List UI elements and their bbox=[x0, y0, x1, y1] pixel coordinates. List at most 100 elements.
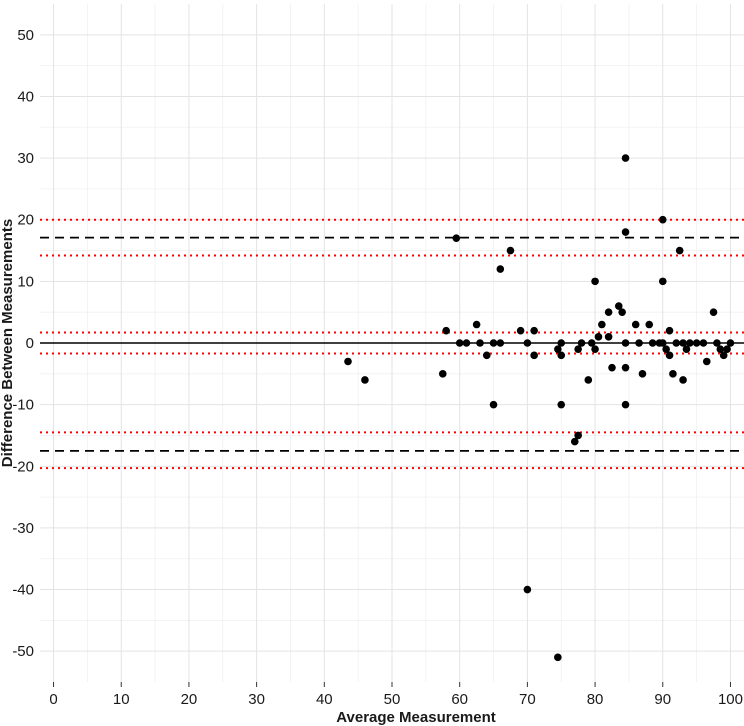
data-point bbox=[554, 653, 562, 662]
data-point bbox=[476, 339, 484, 347]
y-tick-label: -20 bbox=[12, 458, 34, 475]
x-tick-label: 70 bbox=[519, 691, 536, 708]
data-point bbox=[669, 370, 677, 378]
data-point bbox=[574, 345, 582, 353]
y-tick-label: 40 bbox=[17, 88, 34, 105]
data-point bbox=[658, 339, 667, 347]
x-tick-label: 50 bbox=[384, 691, 401, 708]
y-tick-label: 20 bbox=[17, 212, 34, 229]
y-tick-label: 50 bbox=[17, 27, 34, 44]
data-point bbox=[635, 339, 643, 347]
data-point bbox=[523, 585, 532, 594]
data-point bbox=[699, 339, 708, 347]
y-tick-label: -10 bbox=[12, 397, 34, 414]
data-point bbox=[557, 351, 566, 360]
data-point bbox=[604, 308, 613, 316]
data-point bbox=[618, 308, 626, 316]
data-point bbox=[665, 351, 674, 360]
data-point bbox=[614, 302, 623, 310]
data-point bbox=[638, 370, 647, 378]
x-tick-label: 40 bbox=[316, 691, 333, 708]
data-point bbox=[591, 345, 599, 353]
data-point bbox=[530, 326, 538, 335]
x-tick-label: 90 bbox=[654, 691, 671, 708]
data-point bbox=[716, 345, 725, 353]
data-point bbox=[675, 246, 684, 255]
data-points bbox=[344, 154, 735, 662]
x-tick-label: 60 bbox=[451, 691, 468, 708]
data-point bbox=[594, 333, 603, 341]
data-point bbox=[530, 351, 538, 360]
data-point bbox=[516, 326, 525, 335]
data-point bbox=[598, 320, 606, 329]
data-point bbox=[496, 339, 505, 347]
x-axis-ticks: 0 10 20 30 40 50 60 70 80 90 100 bbox=[49, 682, 743, 708]
y-tick-label: -30 bbox=[12, 520, 34, 537]
data-point bbox=[702, 357, 711, 366]
y-tick-label: 0 bbox=[26, 335, 34, 352]
data-point bbox=[645, 320, 654, 329]
data-point bbox=[438, 370, 447, 378]
data-point bbox=[621, 154, 630, 162]
x-tick-label: 30 bbox=[248, 691, 265, 708]
data-point bbox=[557, 339, 566, 347]
data-point bbox=[631, 320, 640, 329]
data-point bbox=[686, 339, 694, 347]
x-tick-label: 80 bbox=[587, 691, 604, 708]
data-point bbox=[489, 339, 498, 347]
data-point bbox=[679, 339, 687, 347]
data-point bbox=[455, 339, 464, 347]
data-point bbox=[621, 339, 630, 347]
data-point bbox=[658, 215, 667, 224]
data-point bbox=[577, 339, 586, 347]
data-point bbox=[648, 339, 657, 347]
data-point bbox=[608, 363, 616, 372]
data-point bbox=[621, 228, 630, 236]
data-point bbox=[723, 345, 731, 353]
data-point bbox=[570, 437, 579, 446]
y-axis-title: Difference Between Measurements bbox=[0, 219, 16, 467]
data-point bbox=[523, 339, 532, 347]
data-point bbox=[662, 345, 670, 353]
data-point bbox=[452, 234, 461, 243]
data-point bbox=[472, 320, 481, 329]
data-point bbox=[361, 376, 369, 384]
data-point bbox=[604, 333, 613, 341]
data-point bbox=[557, 400, 566, 409]
data-point bbox=[506, 246, 515, 255]
x-axis-title: Average Measurement bbox=[336, 709, 496, 726]
data-point bbox=[658, 277, 667, 286]
data-point bbox=[587, 339, 596, 347]
data-point bbox=[489, 400, 498, 409]
data-point bbox=[344, 357, 352, 366]
data-point bbox=[482, 351, 491, 360]
data-point bbox=[584, 376, 593, 384]
data-point bbox=[442, 326, 450, 335]
data-point bbox=[713, 339, 721, 347]
y-tick-label: 10 bbox=[17, 273, 34, 290]
y-tick-label: -40 bbox=[12, 582, 34, 599]
data-point bbox=[591, 277, 599, 286]
data-point bbox=[621, 400, 630, 409]
data-point bbox=[496, 265, 505, 273]
x-tick-label: 20 bbox=[181, 691, 198, 708]
y-tick-label: 30 bbox=[17, 150, 34, 167]
data-point bbox=[574, 431, 582, 440]
data-point bbox=[462, 339, 471, 347]
data-point bbox=[554, 345, 562, 353]
data-point bbox=[672, 339, 681, 347]
data-point bbox=[709, 308, 718, 316]
data-point bbox=[665, 326, 674, 335]
data-point bbox=[682, 345, 691, 353]
data-point bbox=[679, 376, 687, 384]
x-tick-label: 10 bbox=[113, 691, 130, 708]
data-point bbox=[726, 339, 735, 347]
data-point bbox=[719, 351, 728, 360]
data-point bbox=[621, 363, 630, 372]
y-tick-label: -50 bbox=[12, 643, 34, 660]
y-axis-ticks: -50 -40 -30 -20 -10 0 10 20 30 40 50 bbox=[12, 27, 34, 660]
x-tick-label: 100 bbox=[718, 691, 743, 708]
data-point bbox=[692, 339, 701, 347]
x-tick-label: 0 bbox=[49, 691, 57, 708]
